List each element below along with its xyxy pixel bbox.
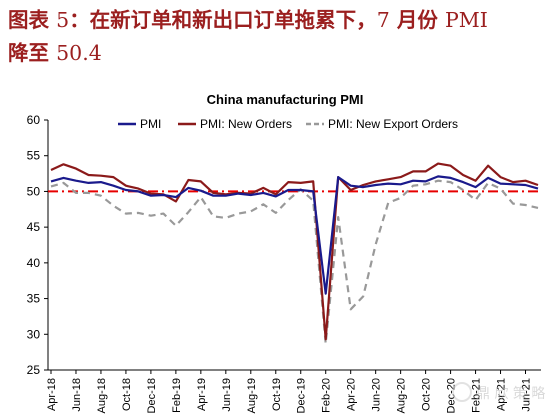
series-line-pmi [50, 175, 539, 295]
legend-label: PMI: New Export Orders [328, 117, 458, 131]
caption-text-2: 月份 [389, 8, 446, 32]
caption-text-3: 降至 [8, 41, 57, 65]
watermark-logo [452, 382, 472, 402]
x-tick-label: Oct-19 [271, 378, 283, 411]
x-tick-label: Dec-20 [446, 378, 458, 413]
y-tick-label: 35 [27, 292, 41, 306]
chart-title: China manufacturing PMI [207, 92, 364, 107]
y-tick-label: 40 [27, 256, 41, 270]
x-tick-label: Apr-19 [196, 378, 208, 411]
x-tick-label: Dec-18 [146, 378, 158, 413]
x-tick-label: Apr-20 [346, 378, 358, 411]
caption-month: 7 [376, 8, 390, 32]
x-tick-label: Jun-21 [521, 378, 533, 412]
series-line-pmi-new-orders [50, 162, 539, 341]
caption-pmi: PMI [445, 8, 488, 32]
legend-label: PMI [140, 117, 161, 131]
x-tick-label: Oct-18 [121, 378, 133, 411]
x-tick-label: Aug-18 [96, 378, 108, 413]
legend-label: PMI: New Orders [200, 117, 292, 131]
y-tick-label: 30 [27, 327, 41, 341]
x-tick-label: Jun-19 [221, 378, 233, 412]
watermark: 鼎 欣 策 略 [452, 382, 545, 402]
x-tick-label: Jun-20 [371, 378, 383, 412]
x-tick-label: Oct-20 [421, 378, 433, 411]
x-tick-label: Feb-19 [171, 378, 183, 413]
y-tick-label: 45 [27, 220, 41, 234]
chart-legend: PMI PMI: New Orders PMI: New Export Orders [118, 117, 458, 131]
x-tick-label: Jun-18 [71, 378, 83, 412]
x-tick-label: Apr-21 [496, 378, 508, 411]
caption-number: 5 [56, 8, 70, 32]
caption-label: 图表 [8, 8, 57, 32]
x-tick-label: Aug-20 [396, 378, 408, 413]
chart-plot-area [48, 162, 541, 345]
series-line-pmi-new-export-orders [50, 179, 539, 345]
y-tick-label: 25 [27, 363, 41, 377]
chart-axes: 25 30 35 40 45 50 55 60 Apr-18 Jun-18 Aug-18 Oct-18… [27, 113, 541, 413]
caption-value: 50.4 [56, 41, 102, 65]
x-tick-label: Apr-18 [46, 378, 58, 411]
x-tick-label: Dec-19 [296, 378, 308, 413]
caption-text-1: ：在新订单和新出口订单拖累下， [69, 8, 377, 32]
y-tick-label: 60 [27, 113, 41, 127]
figure-caption: 图表 5：在新订单和新出口订单拖累下，7 月份 PMI 降至 50.4 [8, 4, 543, 70]
y-tick-label: 50 [27, 184, 41, 198]
watermark-text: 鼎 欣 策 略 [476, 385, 545, 402]
x-tick-label: Aug-19 [246, 378, 258, 413]
y-tick-label: 55 [27, 149, 41, 163]
x-tick-label: Feb-20 [321, 378, 333, 413]
x-tick-label: Feb-21 [471, 378, 483, 413]
